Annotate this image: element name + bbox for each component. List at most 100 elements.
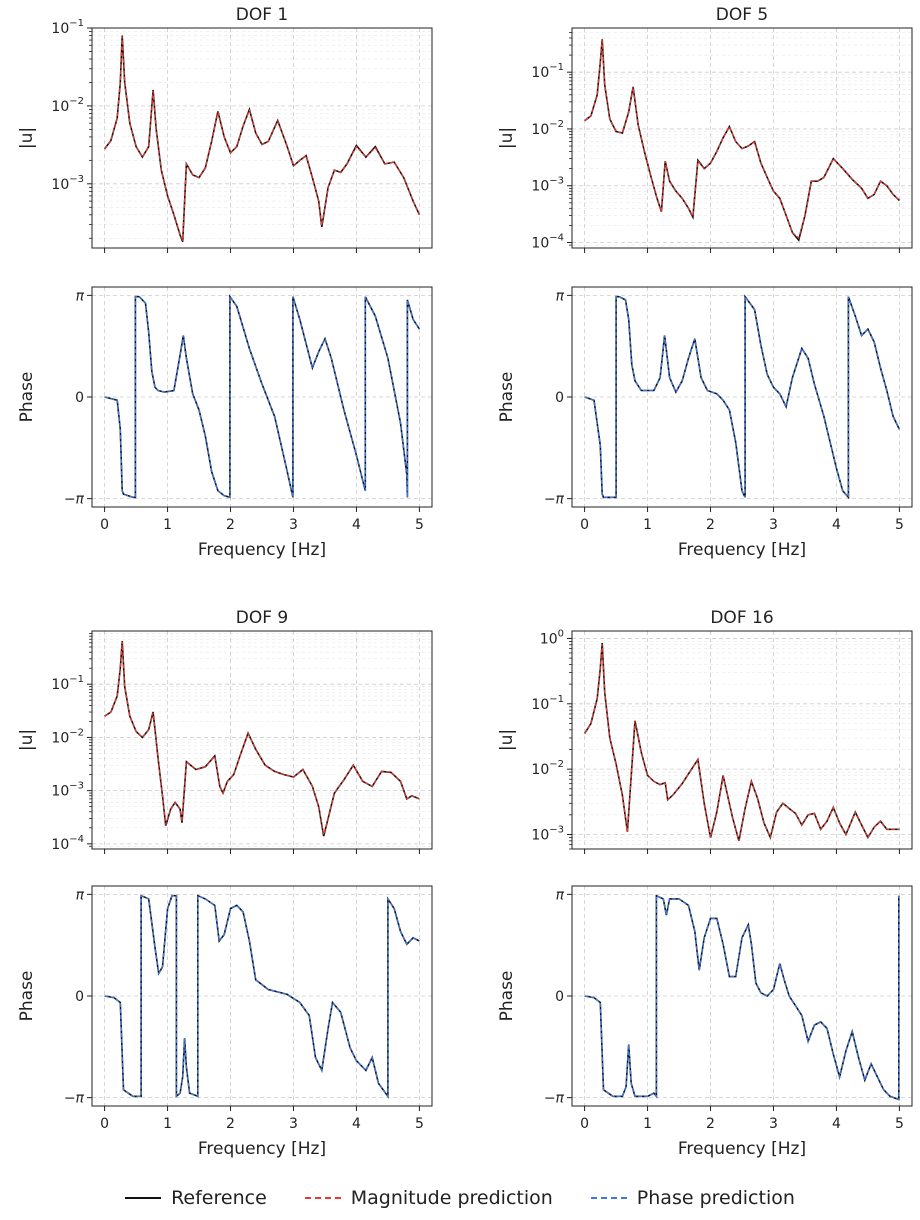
phase-xtick-label: 1 (163, 1116, 172, 1132)
phase-ylabel: Phase (497, 372, 517, 423)
magnitude-ytick-label: 100 (540, 628, 564, 647)
magnitude-ytick-label: 10−3 (51, 781, 84, 800)
phase-xtick-label: 4 (352, 517, 361, 533)
magnitude-ytick-label: 10−1 (51, 18, 84, 37)
magnitude-plot-area (572, 631, 912, 849)
legend-item-reference: Reference (125, 1187, 267, 1209)
phase-xtick-label: 3 (289, 517, 298, 533)
phase-xtick-label: 5 (415, 517, 424, 533)
legend-swatch-phase (590, 1197, 627, 1199)
phase-frame (571, 286, 913, 508)
figure: 10−3 10−2 10−1 DOF 1 |u| −π 0 π 0 1 2 3 4 5 Phase Frequ… (17, 5, 913, 1159)
phase-xtick-label: 1 (643, 517, 652, 533)
phase-ylabel: Phase (17, 971, 37, 1022)
magnitude-panel-2: 10−4 10−3 10−2 10−1 DOF 5 |u| (497, 5, 913, 253)
phase-xlabel: Frequency [Hz] (678, 540, 806, 560)
phase-xlabel: Frequency [Hz] (678, 1139, 806, 1159)
magnitude-ytick-label: 10−1 (51, 674, 84, 693)
magnitude-panel-1: 10−3 10−2 10−1 DOF 1 |u| (17, 5, 433, 253)
phase-ytick-label: π (556, 288, 565, 304)
magnitude-ylabel: |u| (17, 127, 37, 149)
phase-xtick-label: 4 (352, 1116, 361, 1132)
magnitude-prediction-line (584, 39, 900, 240)
phase-ylabel: Phase (497, 971, 517, 1022)
legend-swatch-magnitude (304, 1197, 341, 1199)
phase-ytick-label: π (76, 288, 85, 304)
magnitude-frame (571, 27, 913, 249)
phase-ylabel: Phase (17, 372, 37, 423)
magnitude-ytick-label: 10−2 (51, 96, 84, 115)
phase-ytick-label: 0 (555, 390, 564, 406)
phase-xtick-label: 3 (769, 517, 778, 533)
magnitude-ylabel: |u| (497, 729, 517, 751)
phase-xtick-label: 2 (706, 1116, 715, 1132)
magnitude-ytick-label: 10−4 (531, 232, 564, 251)
phase-ytick-label: −π (544, 1091, 565, 1107)
phase-xtick-label: 5 (895, 1116, 904, 1132)
magnitude-frame (91, 630, 433, 850)
phase-frame (91, 885, 433, 1107)
phase-ytick-label: −π (544, 492, 565, 508)
magnitude-prediction-line (104, 641, 420, 835)
phase-panel-3: −π 0 π 0 1 2 3 4 5 Phase Frequency [Hz] (17, 885, 433, 1159)
panel-title: DOF 16 (710, 608, 773, 628)
phase-xtick-label: 0 (100, 517, 109, 533)
phase-prediction-line (584, 294, 900, 500)
phase-xtick-label: 5 (415, 1116, 424, 1132)
panel-title: DOF 9 (236, 608, 288, 628)
phase-xtick-label: 2 (226, 517, 235, 533)
phase-xtick-label: 0 (100, 1116, 109, 1132)
magnitude-ytick-label: 10−3 (531, 176, 564, 195)
phase-xlabel: Frequency [Hz] (198, 1139, 326, 1159)
magnitude-ytick-label: 10−1 (531, 62, 564, 81)
phase-xtick-label: 0 (580, 517, 589, 533)
magnitude-ytick-label: 10−2 (531, 119, 564, 138)
phase-panel-2: −π 0 π 0 1 2 3 4 5 Phase Frequency [Hz] (497, 286, 913, 560)
magnitude-ytick-label: 10−1 (531, 694, 564, 713)
phase-frame (571, 885, 913, 1107)
phase-panel-1: −π 0 π 0 1 2 3 4 5 Phase Frequency [Hz] (17, 286, 433, 560)
legend-label-phase: Phase prediction (636, 1187, 795, 1209)
magnitude-ylabel: |u| (17, 729, 37, 751)
panel-title: DOF 1 (236, 5, 288, 25)
phase-xtick-label: 2 (706, 517, 715, 533)
magnitude-ytick-label: 10−3 (531, 825, 564, 844)
magnitude-ytick-label: 10−2 (51, 727, 84, 746)
phase-ytick-label: π (76, 887, 85, 903)
magnitude-prediction-line (104, 36, 420, 243)
legend-item-magnitude: Magnitude prediction (304, 1187, 553, 1209)
phase-xtick-label: 5 (895, 517, 904, 533)
phase-xtick-label: 4 (832, 1116, 841, 1132)
phase-frame (91, 286, 433, 508)
legend: Reference Magnitude prediction Phase pre… (0, 1180, 920, 1216)
magnitude-ytick-label: 10−3 (51, 174, 84, 193)
phase-xtick-label: 1 (643, 1116, 652, 1132)
legend-label-magnitude: Magnitude prediction (350, 1187, 553, 1209)
magnitude-plot-area (572, 28, 912, 248)
phase-prediction-line (104, 894, 420, 1099)
legend-swatch-reference (125, 1197, 162, 1199)
legend-label-reference: Reference (171, 1187, 267, 1209)
phase-ytick-label: 0 (75, 390, 84, 406)
phase-xtick-label: 1 (163, 517, 172, 533)
phase-prediction-line (104, 294, 420, 499)
phase-ytick-label: 0 (555, 989, 564, 1005)
magnitude-ytick-label: 10−4 (51, 834, 84, 853)
phase-xlabel: Frequency [Hz] (198, 540, 326, 560)
magnitude-ylabel: |u| (497, 127, 517, 149)
magnitude-panel-4: 10−3 10−2 10−1 100 DOF 16 |u| (497, 608, 913, 854)
phase-xtick-label: 0 (580, 1116, 589, 1132)
phase-ytick-label: −π (64, 492, 85, 508)
magnitude-prediction-line (584, 644, 900, 841)
phase-xtick-label: 2 (226, 1116, 235, 1132)
phase-xtick-label: 3 (769, 1116, 778, 1132)
magnitude-ytick-label: 10−2 (531, 759, 564, 778)
phase-xtick-label: 3 (289, 1116, 298, 1132)
phase-prediction-line (584, 894, 900, 1101)
phase-xtick-label: 4 (832, 517, 841, 533)
magnitude-frame (91, 27, 433, 249)
magnitude-frame (571, 630, 913, 850)
phase-ytick-label: −π (64, 1091, 85, 1107)
phase-panel-4: −π 0 π 0 1 2 3 4 5 Phase Frequency [Hz] (497, 885, 913, 1159)
magnitude-panel-3: 10−4 10−3 10−2 10−1 DOF 9 |u| (17, 608, 433, 854)
